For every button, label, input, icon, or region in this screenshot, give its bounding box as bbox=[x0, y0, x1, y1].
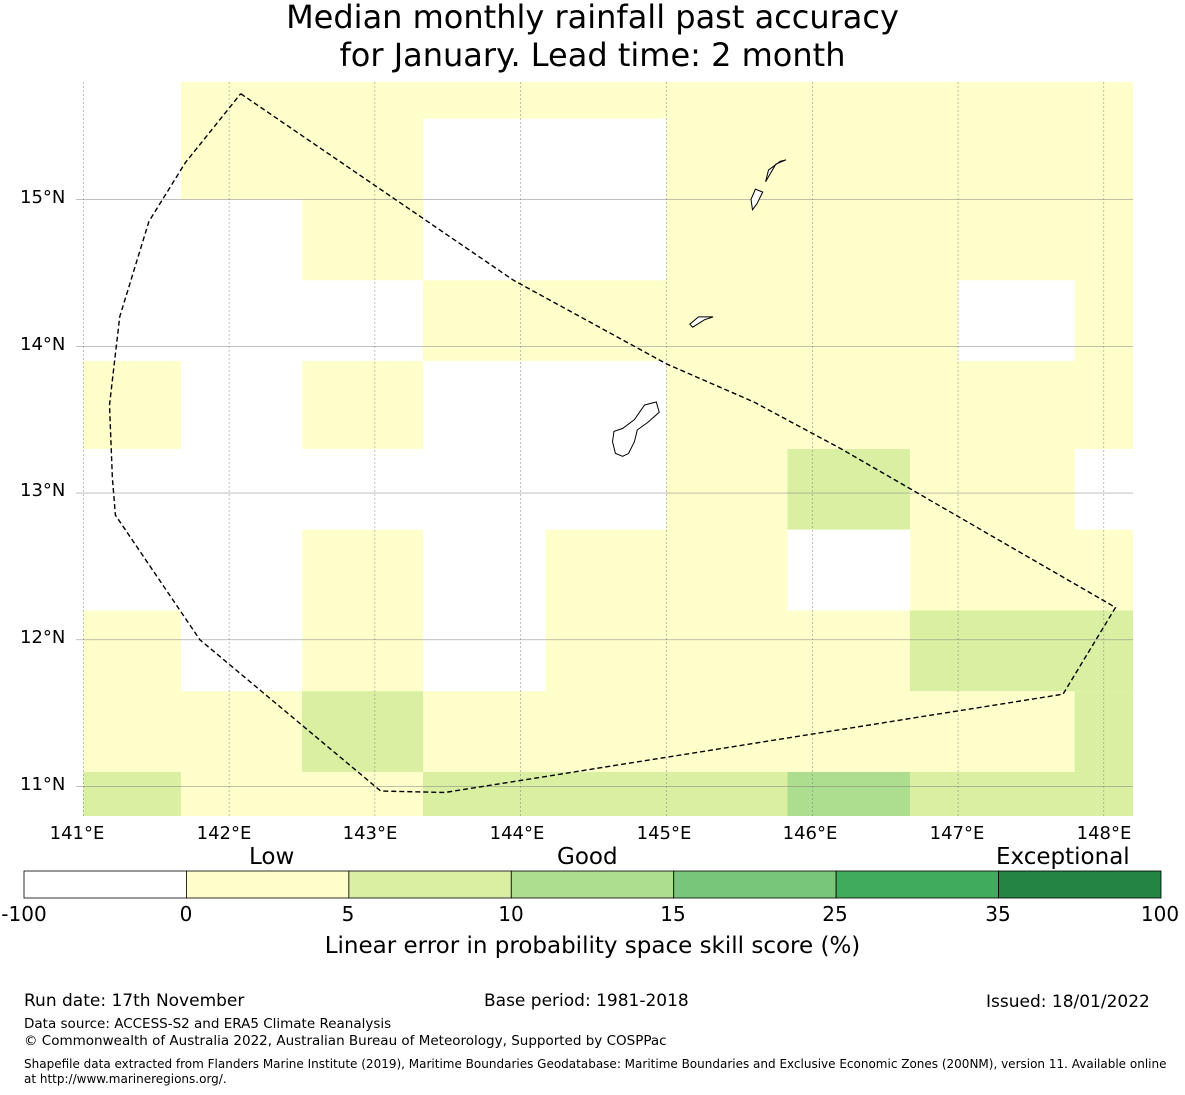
eez-boundary bbox=[108, 93, 1117, 794]
lon-tick-148e: 148°E bbox=[1076, 823, 1132, 844]
colorbar-label: Linear error in probability space skill … bbox=[324, 933, 861, 959]
skill-grid-cell bbox=[422, 82, 667, 119]
skill-grid-cell bbox=[787, 771, 910, 816]
colorbar-swatch bbox=[998, 870, 1162, 899]
skill-grid-cell bbox=[83, 610, 181, 772]
colorbar-swatch bbox=[23, 870, 187, 899]
lat-tick-13n: 13°N bbox=[20, 480, 66, 501]
skill-grid-cell bbox=[958, 280, 1075, 361]
skill-grid-cell bbox=[83, 771, 181, 816]
skill-grid-cell bbox=[301, 691, 423, 772]
skill-grid-cell bbox=[180, 82, 423, 200]
lon-tick-145e: 145°E bbox=[636, 823, 692, 844]
skill-grid-cell bbox=[787, 529, 910, 611]
lat-tick-11n: 11°N bbox=[20, 774, 66, 795]
legend-category-exceptional: Exceptional bbox=[996, 844, 1130, 870]
base-period: Base period: 1981-2018 bbox=[484, 991, 689, 1011]
legend-category-good: Good bbox=[557, 844, 618, 870]
lon-tick-146e: 146°E bbox=[782, 823, 838, 844]
skill-grid-cell bbox=[301, 529, 423, 692]
island-outline bbox=[611, 401, 660, 457]
copyright: © Commonwealth of Australia 2022, Austra… bbox=[24, 1033, 667, 1049]
colorbar-tick: 15 bbox=[660, 902, 686, 926]
issued-date: Issued: 18/01/2022 bbox=[986, 992, 1150, 1012]
data-source: Data source: ACCESS-S2 and ERA5 Climate … bbox=[24, 1016, 392, 1032]
colorbar-tick: 35 bbox=[985, 902, 1011, 926]
island-outline bbox=[689, 316, 714, 328]
colorbar-tick: -100 bbox=[1, 902, 47, 926]
skill-grid-cell bbox=[301, 199, 423, 281]
shapefile-credit: Shapefile data extracted from Flanders M… bbox=[24, 1057, 1167, 1086]
map-canvas bbox=[76, 82, 1134, 816]
lon-tick-142e: 142°E bbox=[196, 823, 252, 844]
colorbar-swatch bbox=[835, 870, 999, 899]
skill-grid-cell bbox=[909, 610, 1133, 692]
colorbar-swatch bbox=[673, 870, 837, 899]
colorbar-swatch bbox=[348, 870, 512, 899]
colorbar-tick: 5 bbox=[341, 902, 355, 926]
skill-grid-cell bbox=[301, 360, 423, 449]
skill-grid-cell bbox=[422, 771, 1134, 816]
lon-tick-143e: 143°E bbox=[342, 823, 398, 844]
lat-tick-14n: 14°N bbox=[20, 334, 66, 355]
legend-category-low: Low bbox=[249, 844, 295, 870]
chart-title-line2: for January. Lead time: 2 month bbox=[339, 36, 846, 74]
skill-grid-cell bbox=[1074, 449, 1133, 530]
colorbar-tick: 0 bbox=[179, 902, 193, 926]
island-outline bbox=[765, 159, 787, 183]
lon-tick-144e: 144°E bbox=[489, 823, 545, 844]
colorbar bbox=[23, 870, 1162, 899]
run-date: Run date: 17th November bbox=[24, 991, 245, 1011]
chart-title-line1: Median monthly rainfall past accuracy bbox=[286, 0, 899, 36]
island-outline bbox=[750, 188, 764, 211]
colorbar-tick: 10 bbox=[498, 902, 524, 926]
skill-grid-cell bbox=[787, 449, 910, 530]
skill-grid-cell bbox=[83, 82, 181, 119]
skill-grid-cell bbox=[666, 82, 1133, 449]
lon-tick-141e: 141°E bbox=[49, 823, 105, 844]
lon-tick-147e: 147°E bbox=[929, 823, 985, 844]
colorbar-swatch bbox=[186, 870, 350, 899]
lat-tick-12n: 12°N bbox=[20, 627, 66, 648]
colorbar-tick: 100 bbox=[1140, 902, 1180, 926]
skill-grid-cell bbox=[422, 280, 667, 361]
skill-grid-cell bbox=[83, 360, 181, 449]
colorbar-tick: 25 bbox=[822, 902, 848, 926]
colorbar-swatch bbox=[510, 870, 675, 899]
lat-tick-15n: 15°N bbox=[20, 187, 66, 208]
skill-grid-cell bbox=[180, 771, 423, 816]
